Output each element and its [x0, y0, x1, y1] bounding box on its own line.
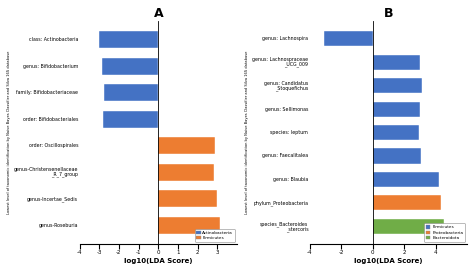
Bar	[373, 219, 444, 234]
X-axis label: log10(LDA Score): log10(LDA Score)	[354, 258, 423, 264]
Bar	[373, 102, 420, 117]
Bar	[103, 111, 158, 128]
Bar	[324, 31, 373, 46]
Bar	[99, 31, 158, 49]
Title: A: A	[154, 7, 163, 20]
Bar	[104, 84, 158, 101]
Bar	[158, 217, 220, 234]
Bar	[158, 164, 214, 181]
Y-axis label: Lowest level of taxonomic identification by Naive Bayes Classifier and Silva 16S: Lowest level of taxonomic identification…	[7, 51, 11, 214]
Bar	[373, 78, 422, 93]
Bar	[373, 172, 439, 187]
Legend: Firmicutes, Proteobacteria, Bacteroidota: Firmicutes, Proteobacteria, Bacteroidota	[424, 224, 465, 242]
Bar	[158, 137, 215, 154]
X-axis label: log10(LDA Score): log10(LDA Score)	[124, 258, 192, 264]
Legend: Actinobacteria, Firmicutes: Actinobacteria, Firmicutes	[195, 229, 235, 242]
Bar	[102, 58, 158, 75]
Y-axis label: Lowest level of taxonomic identification by Naive Bayes Classifier and Silva 16S: Lowest level of taxonomic identification…	[246, 51, 249, 214]
Bar	[373, 195, 441, 211]
Bar	[373, 55, 420, 70]
Bar	[373, 125, 419, 140]
Bar	[158, 190, 218, 207]
Bar	[373, 149, 421, 164]
Title: B: B	[383, 7, 393, 20]
